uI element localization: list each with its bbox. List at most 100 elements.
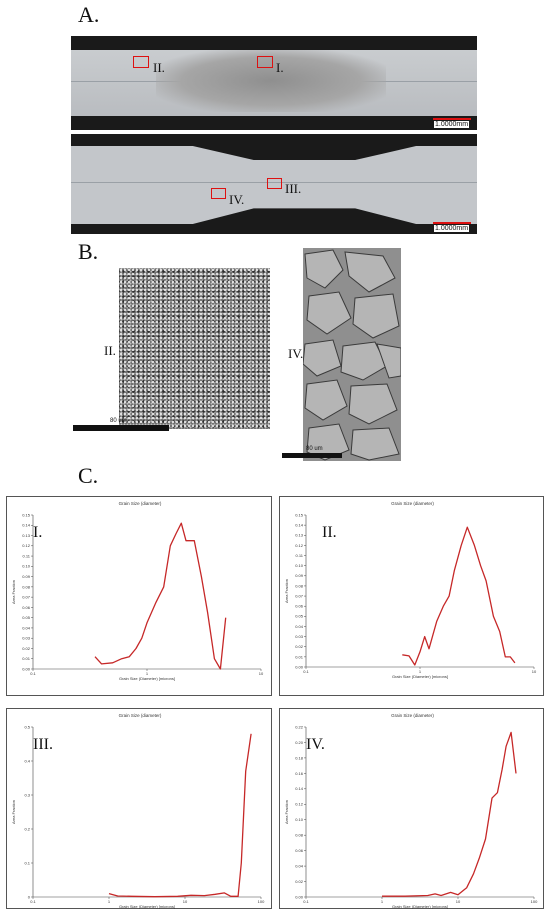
chart-box-ii: Grain Size (diameter) 0.00 0.01 0.02 0.03 0.0…	[279, 496, 544, 696]
y-tick-label: 0.00	[22, 666, 31, 671]
y-tick-label: 0.15	[22, 512, 31, 517]
x-tick-label: 1	[146, 671, 149, 676]
scalebar-b-right-text: 80 um	[306, 446, 323, 452]
sem-coarse-grain	[303, 248, 401, 461]
x-tick-label: 10	[532, 669, 537, 674]
x-tick-label: 100	[531, 899, 538, 904]
y-tick-label: 0.07	[22, 595, 31, 600]
panel-b-left-label: II.	[104, 343, 116, 358]
series-line	[94, 522, 227, 670]
y-tick-label: 0.08	[22, 584, 31, 589]
y-tick-label: 0.11	[296, 553, 304, 558]
y-tick-label: 0.3	[24, 792, 30, 797]
y-tick-label: 0.00	[295, 664, 304, 669]
chart-title: Grain Size (diameter)	[391, 501, 434, 506]
y-tick-label: 0.09	[22, 574, 31, 579]
x-axis-label: Grain Size (Diameter) [microns]	[392, 674, 448, 679]
sem-fine-grain	[119, 268, 270, 429]
y-tick-label: 0.14	[295, 786, 304, 791]
chart-title: Grain Size (diameter)	[119, 501, 162, 506]
y-tick-label: 0.05	[295, 614, 304, 619]
y-tick-label: 0.07	[295, 593, 304, 598]
label-b: B.	[78, 239, 99, 264]
y-tick-label: 0.02	[295, 879, 304, 884]
y-tick-label: 0.00	[295, 894, 304, 899]
y-tick-label: 0	[28, 894, 31, 899]
y-tick-label: 0.10	[295, 563, 304, 568]
series-line	[108, 733, 252, 898]
grain-size-chart-iv: Grain Size (diameter) 0.00 0.02 0.04 0.06 0.0…	[284, 713, 538, 909]
panel-roman-label: IV.	[306, 736, 325, 753]
y-tick-label: 0.2	[24, 826, 30, 831]
x-tick-label: 10	[259, 671, 264, 676]
y-tick-label: 0.04	[22, 625, 31, 630]
y-tick-label: 0.06	[295, 848, 304, 853]
x-tick-label: 0.1	[303, 669, 309, 674]
label-a: A.	[78, 2, 100, 27]
y-tick-label: 0.5	[24, 724, 30, 729]
x-tick-label: 1	[381, 899, 384, 904]
roi-ii-top-label: II.	[153, 60, 165, 75]
y-tick-label: 0.10	[295, 817, 304, 822]
y-axis-label: Area Fraction	[284, 800, 289, 824]
y-tick-label: 0.08	[295, 583, 304, 588]
y-tick-label: 0.18	[295, 755, 304, 760]
y-tick-label: 0.11	[23, 553, 31, 558]
grain-size-chart-iii: Grain Size (diameter)00.10.20.30.40.50.1…	[11, 713, 265, 909]
series-line	[382, 731, 517, 897]
weld-cross-section-top: II. I. 1.0000mm	[71, 36, 477, 130]
roi-iv-label: IV.	[229, 192, 245, 207]
roi-i-top-label: I.	[276, 60, 284, 75]
y-tick-label: 0.01	[295, 654, 304, 659]
roi-iii-label: III.	[285, 181, 302, 196]
x-axis-label: Grain Size (Diameter) [microns]	[392, 904, 448, 909]
x-tick-label: 0.1	[30, 671, 36, 676]
panel-roman-label: II.	[322, 524, 337, 541]
weld-zone	[156, 50, 386, 112]
chart-title: Grain Size (diameter)	[119, 713, 162, 718]
y-tick-label: 0.1	[24, 860, 30, 865]
y-tick-label: 0.09	[295, 573, 304, 578]
x-tick-label: 100	[258, 899, 265, 904]
y-tick-label: 0.12	[22, 543, 31, 548]
y-axis-label: Area Fraction	[284, 579, 289, 603]
y-tick-label: 0.06	[295, 604, 304, 609]
x-tick-label: 0.1	[30, 899, 36, 904]
y-tick-label: 0.12	[295, 802, 304, 807]
roi-i-top	[257, 56, 273, 68]
scalebar-top: 1.0000mm	[433, 118, 473, 128]
grain-size-chart-ii: Grain Size (diameter) 0.00 0.01 0.02 0.03 0.0…	[284, 501, 537, 679]
y-tick-label: 0.04	[295, 863, 304, 868]
y-tick-label: 0.14	[295, 523, 304, 528]
y-tick-label: 0.12	[295, 543, 304, 548]
y-tick-label: 0.13	[22, 533, 31, 538]
label-c: C.	[78, 463, 99, 488]
y-tick-label: 0.15	[295, 512, 304, 517]
x-tick-label: 10	[183, 899, 188, 904]
grain-size-chart-i: Grain Size (diameter) 0.00 0.01 0.02 0.03 0.0…	[11, 501, 264, 681]
x-tick-label: 1	[419, 669, 422, 674]
weld-cross-section-bottom: IV. III. 1.0000mm	[71, 134, 477, 234]
scalebar-b-left-text: 80 um	[110, 418, 127, 424]
y-tick-label: 0.14	[22, 523, 31, 528]
y-axis-label: Area Fraction	[11, 800, 16, 824]
x-axis-label: Grain Size (Diameter) [microns]	[119, 904, 175, 909]
series-line	[402, 526, 516, 666]
x-tick-label: 10	[456, 899, 461, 904]
scalebar-b-left	[73, 425, 169, 431]
x-tick-label: 0.1	[303, 899, 309, 904]
y-tick-label: 0.03	[22, 636, 31, 641]
scalebar-bottom: 1.0000mm	[433, 222, 473, 232]
chart-box-i: Grain Size (diameter) 0.00 0.01 0.02 0.03 0.0…	[6, 496, 272, 696]
y-tick-label: 0.05	[22, 615, 31, 620]
y-tick-label: 0.08	[295, 833, 304, 838]
panel-b-right-label: IV.	[288, 346, 304, 361]
roi-iii	[267, 178, 282, 189]
y-tick-label: 0.22	[295, 724, 304, 729]
chart-box-iii: Grain Size (diameter) 0 0.1 0.2 0.3 0.4 0.5 0.1…	[6, 708, 272, 909]
y-tick-label: 0.16	[295, 771, 304, 776]
x-axis-label: Grain Size (Diameter) [microns]	[119, 676, 175, 681]
panel-roman-label: I.	[33, 524, 42, 541]
panel-roman-label: III.	[33, 736, 53, 753]
y-tick-label: 0.20	[295, 740, 304, 745]
